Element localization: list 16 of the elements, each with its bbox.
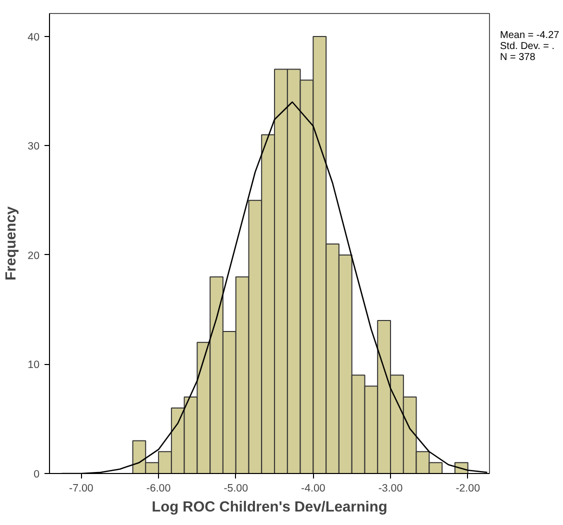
y-axis-title: Frequency (4, 206, 20, 281)
text: Std. Dev. = . (500, 41, 556, 52)
y-tick-label: 20 (28, 250, 40, 262)
x-tick-label: -3.00 (378, 482, 403, 494)
x-tick-label: -7.00 (69, 482, 94, 494)
x-tick-label: -5.00 (224, 482, 248, 494)
x-tick-label: -6.00 (146, 482, 171, 494)
text: N = 378 (500, 52, 536, 63)
x-tick-label: -4.00 (301, 482, 326, 494)
y-tick-label: 40 (28, 31, 40, 44)
y-tick-label: 30 (28, 140, 40, 153)
x-tick-label: -2.00 (456, 482, 480, 494)
y-tick-label: 0 (34, 468, 40, 480)
x-axis-title: Log ROC Children's Dev/Learning (152, 500, 388, 516)
y-tick-label: 10 (28, 359, 40, 372)
text: Mean = -4.27 (500, 30, 560, 41)
